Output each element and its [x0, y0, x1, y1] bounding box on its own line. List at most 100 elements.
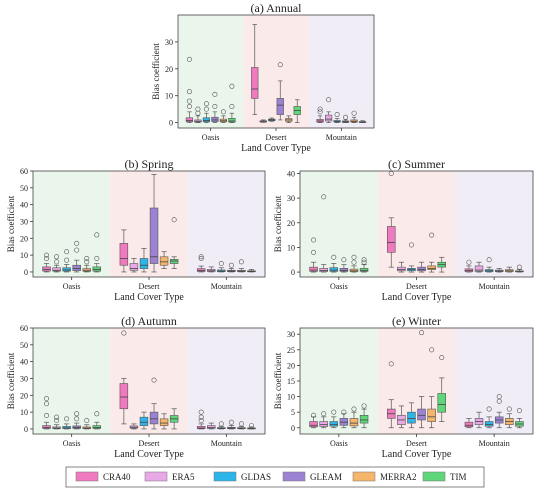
- y-tick-label: 15: [287, 377, 295, 386]
- x-axis-label: Land Cover Type: [114, 292, 184, 303]
- outlier-point: [343, 114, 349, 120]
- y-tick-label: 20: [287, 219, 295, 228]
- box-era5: [129, 258, 139, 273]
- box-tim: [92, 232, 102, 273]
- box-gldas: [217, 421, 226, 430]
- chart-panel: (a) Annual 0 10 20 30 Oasis Desert Mountain Land…: [151, 1, 375, 154]
- outlier-point: [321, 411, 327, 417]
- outlier-point: [429, 347, 435, 353]
- y-tick-label: 40: [20, 201, 28, 210]
- outlier-point: [186, 98, 192, 104]
- y-tick-label: 20: [165, 65, 173, 74]
- outlier-point: [198, 254, 204, 260]
- box-body: [474, 265, 484, 272]
- box-body: [387, 226, 396, 253]
- y-tick-label: 30: [20, 217, 28, 226]
- outlier-point: [54, 414, 60, 420]
- y-tick-label: 20: [20, 234, 28, 243]
- legend-label: CRA40: [103, 472, 131, 482]
- chart-panel: (d) Autumn 0 10 20 30 40 50 60 Oasis Desert Mounta…: [6, 314, 266, 460]
- legend-label: ERA5: [172, 472, 195, 482]
- box-merra2: [159, 251, 169, 269]
- box-cra40: [185, 56, 194, 123]
- x-tick-label: Oasis: [63, 439, 81, 448]
- x-tick-label: Desert: [139, 439, 161, 448]
- category-band: [33, 171, 111, 277]
- legend: CRA40 ERA5 GLDAS GLEAM MERRA2 TIM: [65, 466, 485, 488]
- category-band: [377, 171, 456, 277]
- box-gldas: [484, 257, 494, 273]
- box-body: [349, 418, 359, 427]
- box-era5: [397, 261, 406, 273]
- outlier-point: [317, 106, 323, 112]
- outlier-point: [218, 421, 224, 427]
- outlier-point: [94, 232, 100, 238]
- outlier-point: [486, 406, 492, 412]
- y-axis-label: Bias coefficient: [6, 352, 16, 409]
- box-gleam: [276, 62, 284, 121]
- outlier-point: [351, 110, 357, 116]
- legend-item-gldas: GLDAS: [213, 471, 271, 482]
- box-body: [159, 256, 169, 266]
- box-body: [92, 425, 102, 429]
- box-tim: [247, 269, 256, 273]
- outlier-point: [388, 361, 394, 367]
- box-merra2: [237, 259, 246, 273]
- legend-swatch: [422, 471, 446, 482]
- box-body: [324, 114, 333, 122]
- box-merra2: [505, 406, 514, 429]
- box-merra2: [349, 254, 359, 273]
- outlier-point: [516, 408, 522, 414]
- y-tick-label: 25: [287, 346, 295, 355]
- outlier-point: [516, 264, 522, 270]
- x-tick-label: Desert: [266, 133, 288, 142]
- outlier-point: [198, 414, 204, 420]
- box-cra40: [387, 361, 396, 429]
- y-tick-label: 20: [287, 361, 295, 370]
- box-merra2: [82, 418, 91, 430]
- x-tick-label: Oasis: [330, 282, 348, 291]
- outlier-point: [64, 416, 70, 422]
- box-era5: [474, 411, 484, 429]
- outlier-point: [64, 249, 70, 255]
- box-gleam: [211, 91, 219, 123]
- box-cra40: [251, 24, 259, 115]
- box-body: [72, 425, 81, 429]
- legend-item-gleam: GLEAM: [282, 471, 342, 482]
- outlier-point: [171, 217, 177, 223]
- outlier-point: [228, 419, 234, 425]
- box-era5: [319, 194, 328, 273]
- box-gldas: [139, 248, 149, 273]
- box-merra2: [349, 406, 359, 429]
- y-tick-label: 50: [20, 341, 28, 350]
- x-tick-label: Oasis: [202, 133, 220, 142]
- box-tim: [92, 411, 102, 430]
- box-body: [407, 411, 416, 424]
- box-merra2: [219, 109, 228, 123]
- y-tick-label: 30: [20, 374, 28, 383]
- box-tim: [359, 257, 369, 273]
- outlier-point: [238, 421, 244, 427]
- outlier-point: [84, 418, 90, 424]
- box-gldas: [407, 402, 416, 429]
- y-tick-label: 20: [20, 391, 28, 400]
- box-body: [207, 425, 216, 429]
- box-tim: [247, 423, 256, 430]
- box-era5: [52, 414, 61, 430]
- outlier-point: [212, 103, 218, 109]
- outlier-point: [151, 377, 157, 383]
- x-axis-label: Land Cover Type: [382, 449, 452, 460]
- box-merra2: [505, 266, 514, 273]
- box-gleam: [494, 268, 504, 273]
- y-tick-label: 0: [291, 424, 295, 433]
- outlier-point: [321, 194, 327, 200]
- outlier-point: [198, 409, 204, 415]
- box-tim: [169, 217, 179, 269]
- box-cra40: [464, 259, 474, 273]
- outlier-point: [311, 237, 317, 243]
- outlier-point: [54, 259, 60, 265]
- box-merra2: [159, 413, 169, 430]
- box-tim: [228, 83, 236, 123]
- legend-label: TIM: [450, 472, 467, 482]
- legend-swatch: [282, 471, 306, 482]
